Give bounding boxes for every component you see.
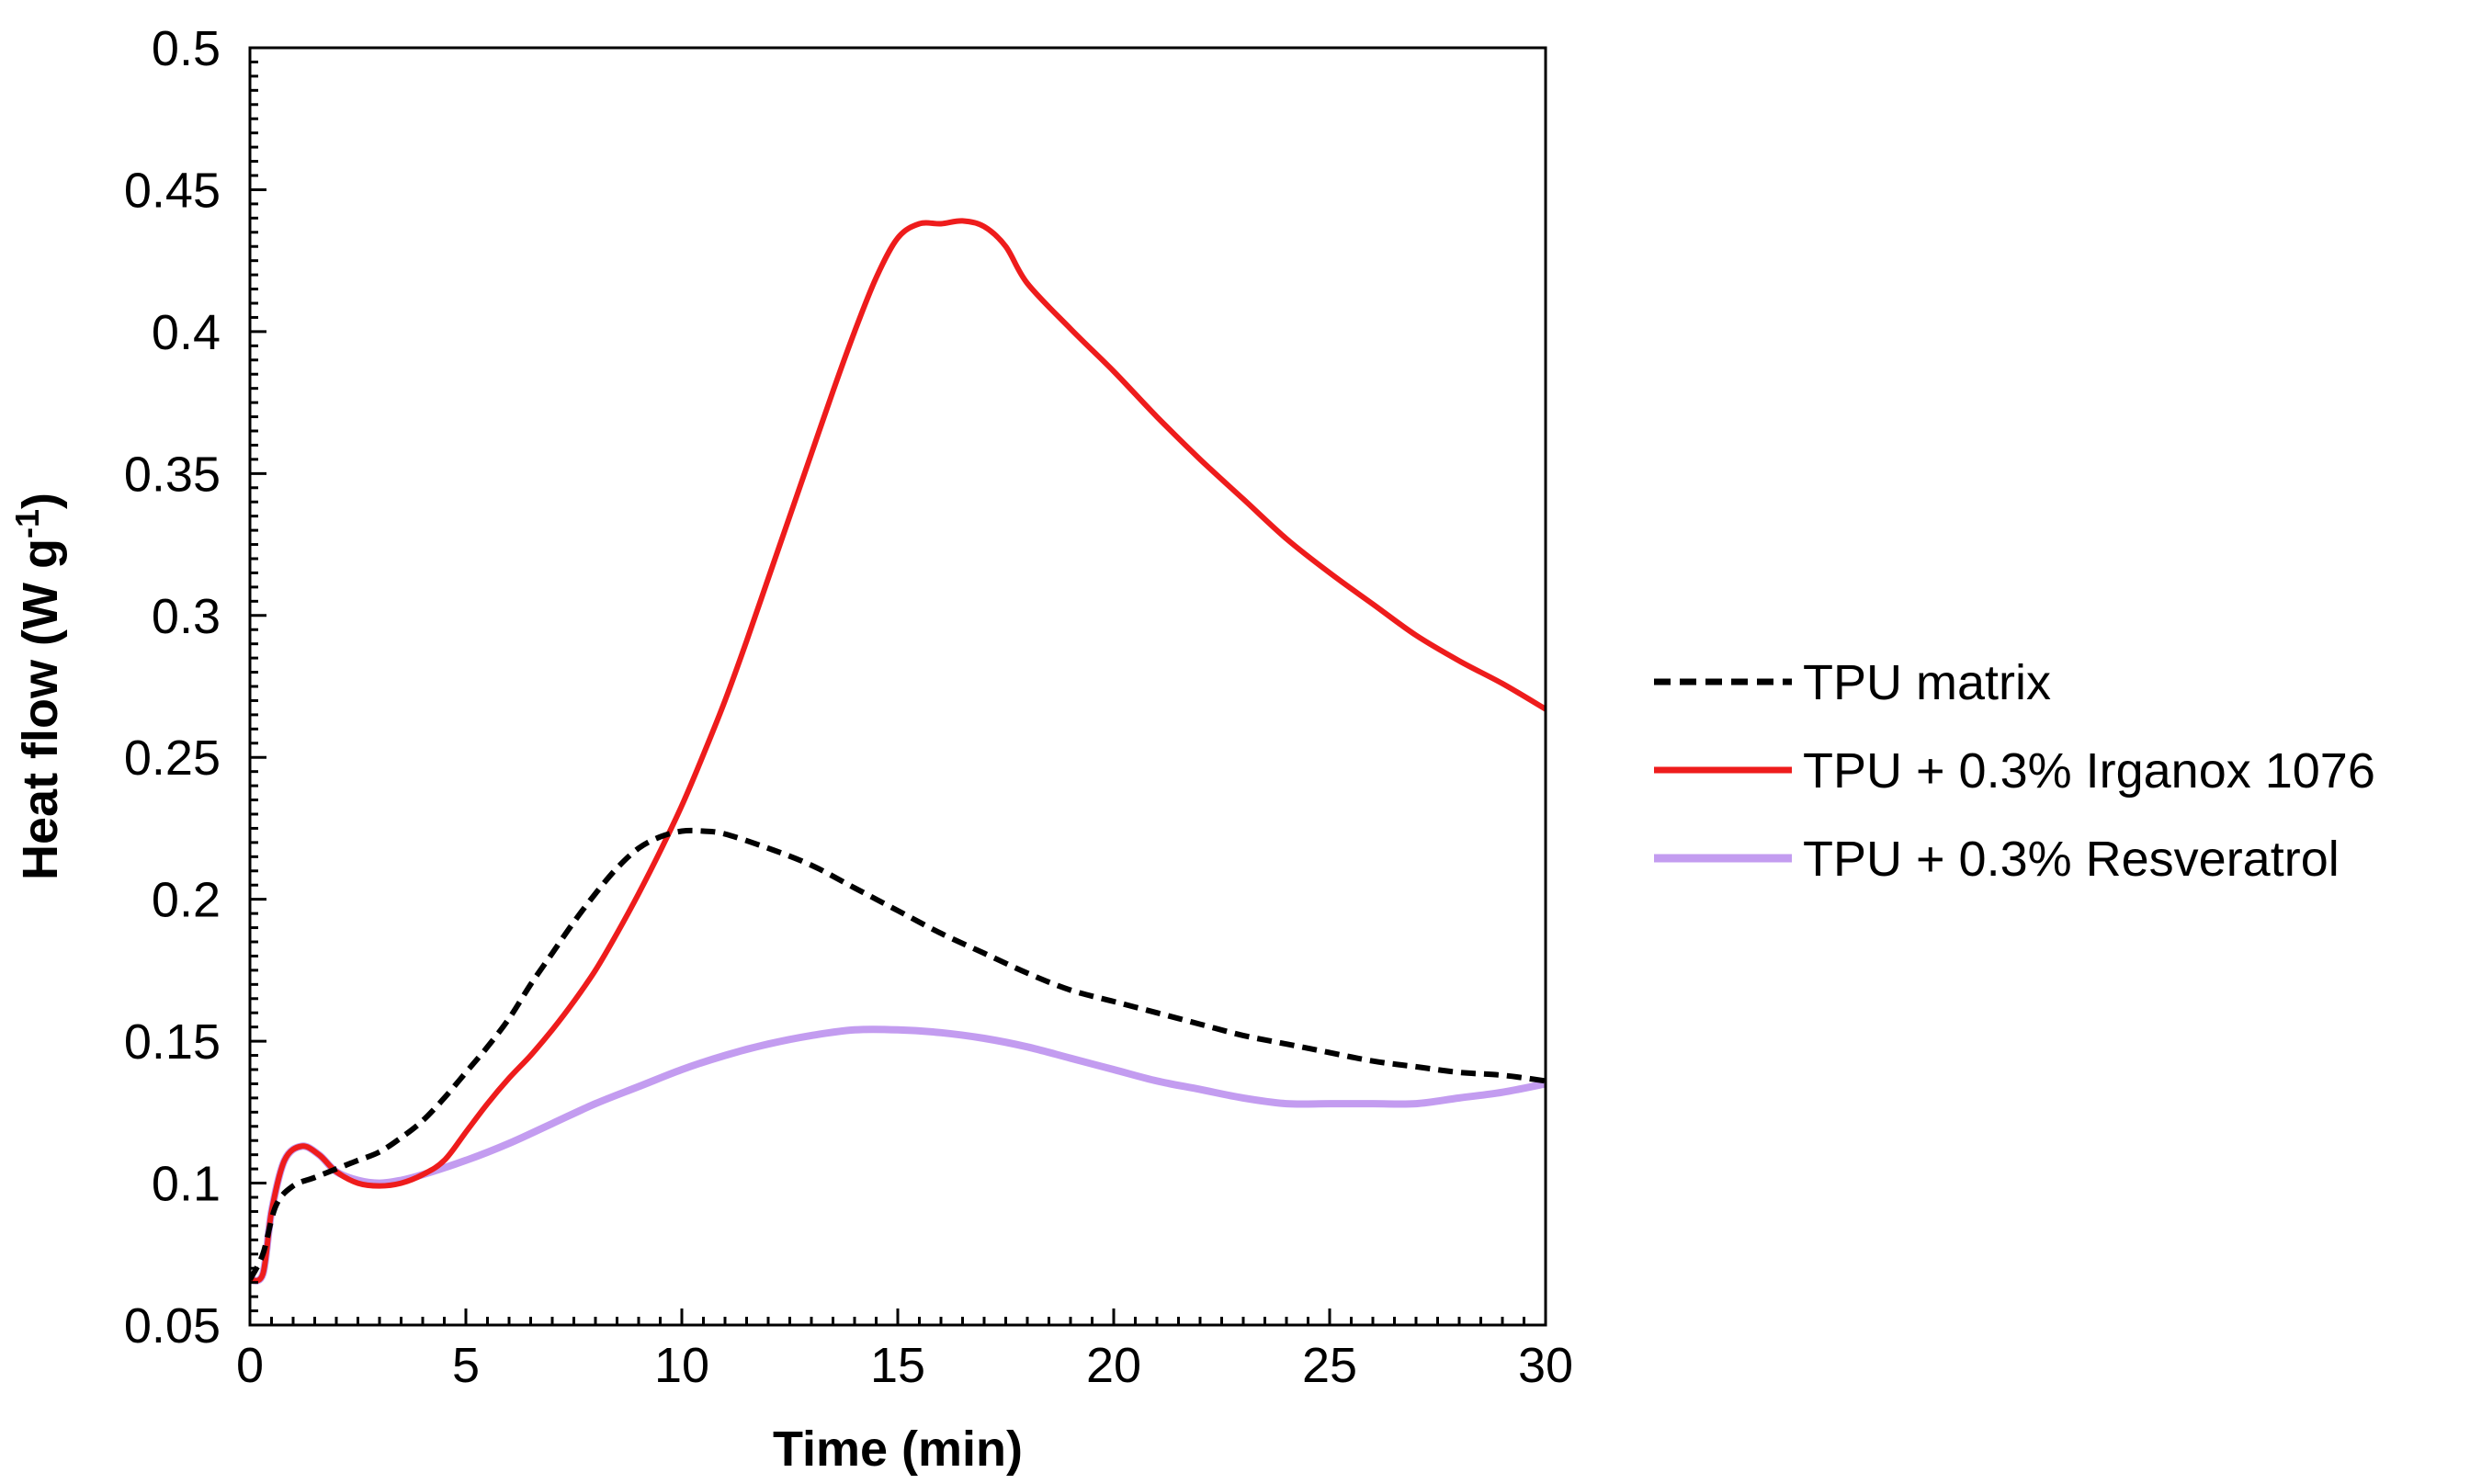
series-line-tpu-0-3-resveratrol: [250, 1025, 1546, 1285]
y-axis-title-superscript: -1: [8, 509, 46, 538]
y-axis-title: Heat flow (W g-1): [8, 493, 68, 880]
ticks-layer: [248, 46, 1547, 1327]
x-tick-label: 20: [1086, 1338, 1141, 1393]
legend-label-resveratrol: TPU + 0.3% Resveratrol: [1803, 832, 2340, 887]
x-tick-label: 15: [870, 1338, 925, 1393]
y-tick-label: 0.1: [152, 1157, 221, 1212]
x-tick-label: 0: [236, 1338, 264, 1393]
legend-label-irganox: TPU + 0.3% Irganox 1076: [1803, 743, 2375, 799]
legend-entry-tpu-matrix: TPU matrix: [1654, 655, 2051, 710]
y-tick-label: 0.45: [124, 163, 221, 218]
series-layer: [250, 218, 1546, 1285]
legend-label-tpu-matrix: TPU matrix: [1803, 655, 2051, 710]
x-tick-label: 25: [1302, 1338, 1357, 1393]
y-tick-label: 0.25: [124, 731, 221, 786]
y-tick-label: 0.5: [152, 21, 221, 76]
legend-entry-irganox: TPU + 0.3% Irganox 1076: [1654, 743, 2375, 799]
y-tick-label: 0.2: [152, 873, 221, 928]
legend-entry-resveratrol: TPU + 0.3% Resveratrol: [1654, 832, 2340, 887]
series-line-tpu-matrix: [250, 827, 1546, 1282]
x-axis-title: Time (min): [773, 1422, 1023, 1477]
svg-text:Heat flow (W g-1): Heat flow (W g-1): [8, 493, 68, 880]
y-tick-label: 0.15: [124, 1014, 221, 1070]
x-tick-label: 5: [452, 1338, 480, 1393]
y-tick-label: 0.05: [124, 1298, 221, 1354]
x-tick-label: 10: [654, 1338, 709, 1393]
y-tick-label: 0.3: [152, 589, 221, 644]
y-tick-label: 0.35: [124, 447, 221, 502]
tick-labels-layer: 0 5 10 15 20 25 30 0.05 0.1 0.15 0.2 0.25 0.3 0.35 0.4…: [124, 21, 1573, 1393]
y-axis-title-close: ): [13, 493, 68, 509]
x-tick-label: 30: [1518, 1338, 1573, 1393]
y-tick-label: 0.4: [152, 305, 221, 360]
y-axis-title-main: Heat flow (W g: [13, 538, 68, 880]
series-line-tpu-0-3-irganox-1076: [250, 218, 1546, 1284]
legend: TPU matrix TPU + 0.3% Irganox 1076 TPU +…: [1654, 655, 2375, 887]
